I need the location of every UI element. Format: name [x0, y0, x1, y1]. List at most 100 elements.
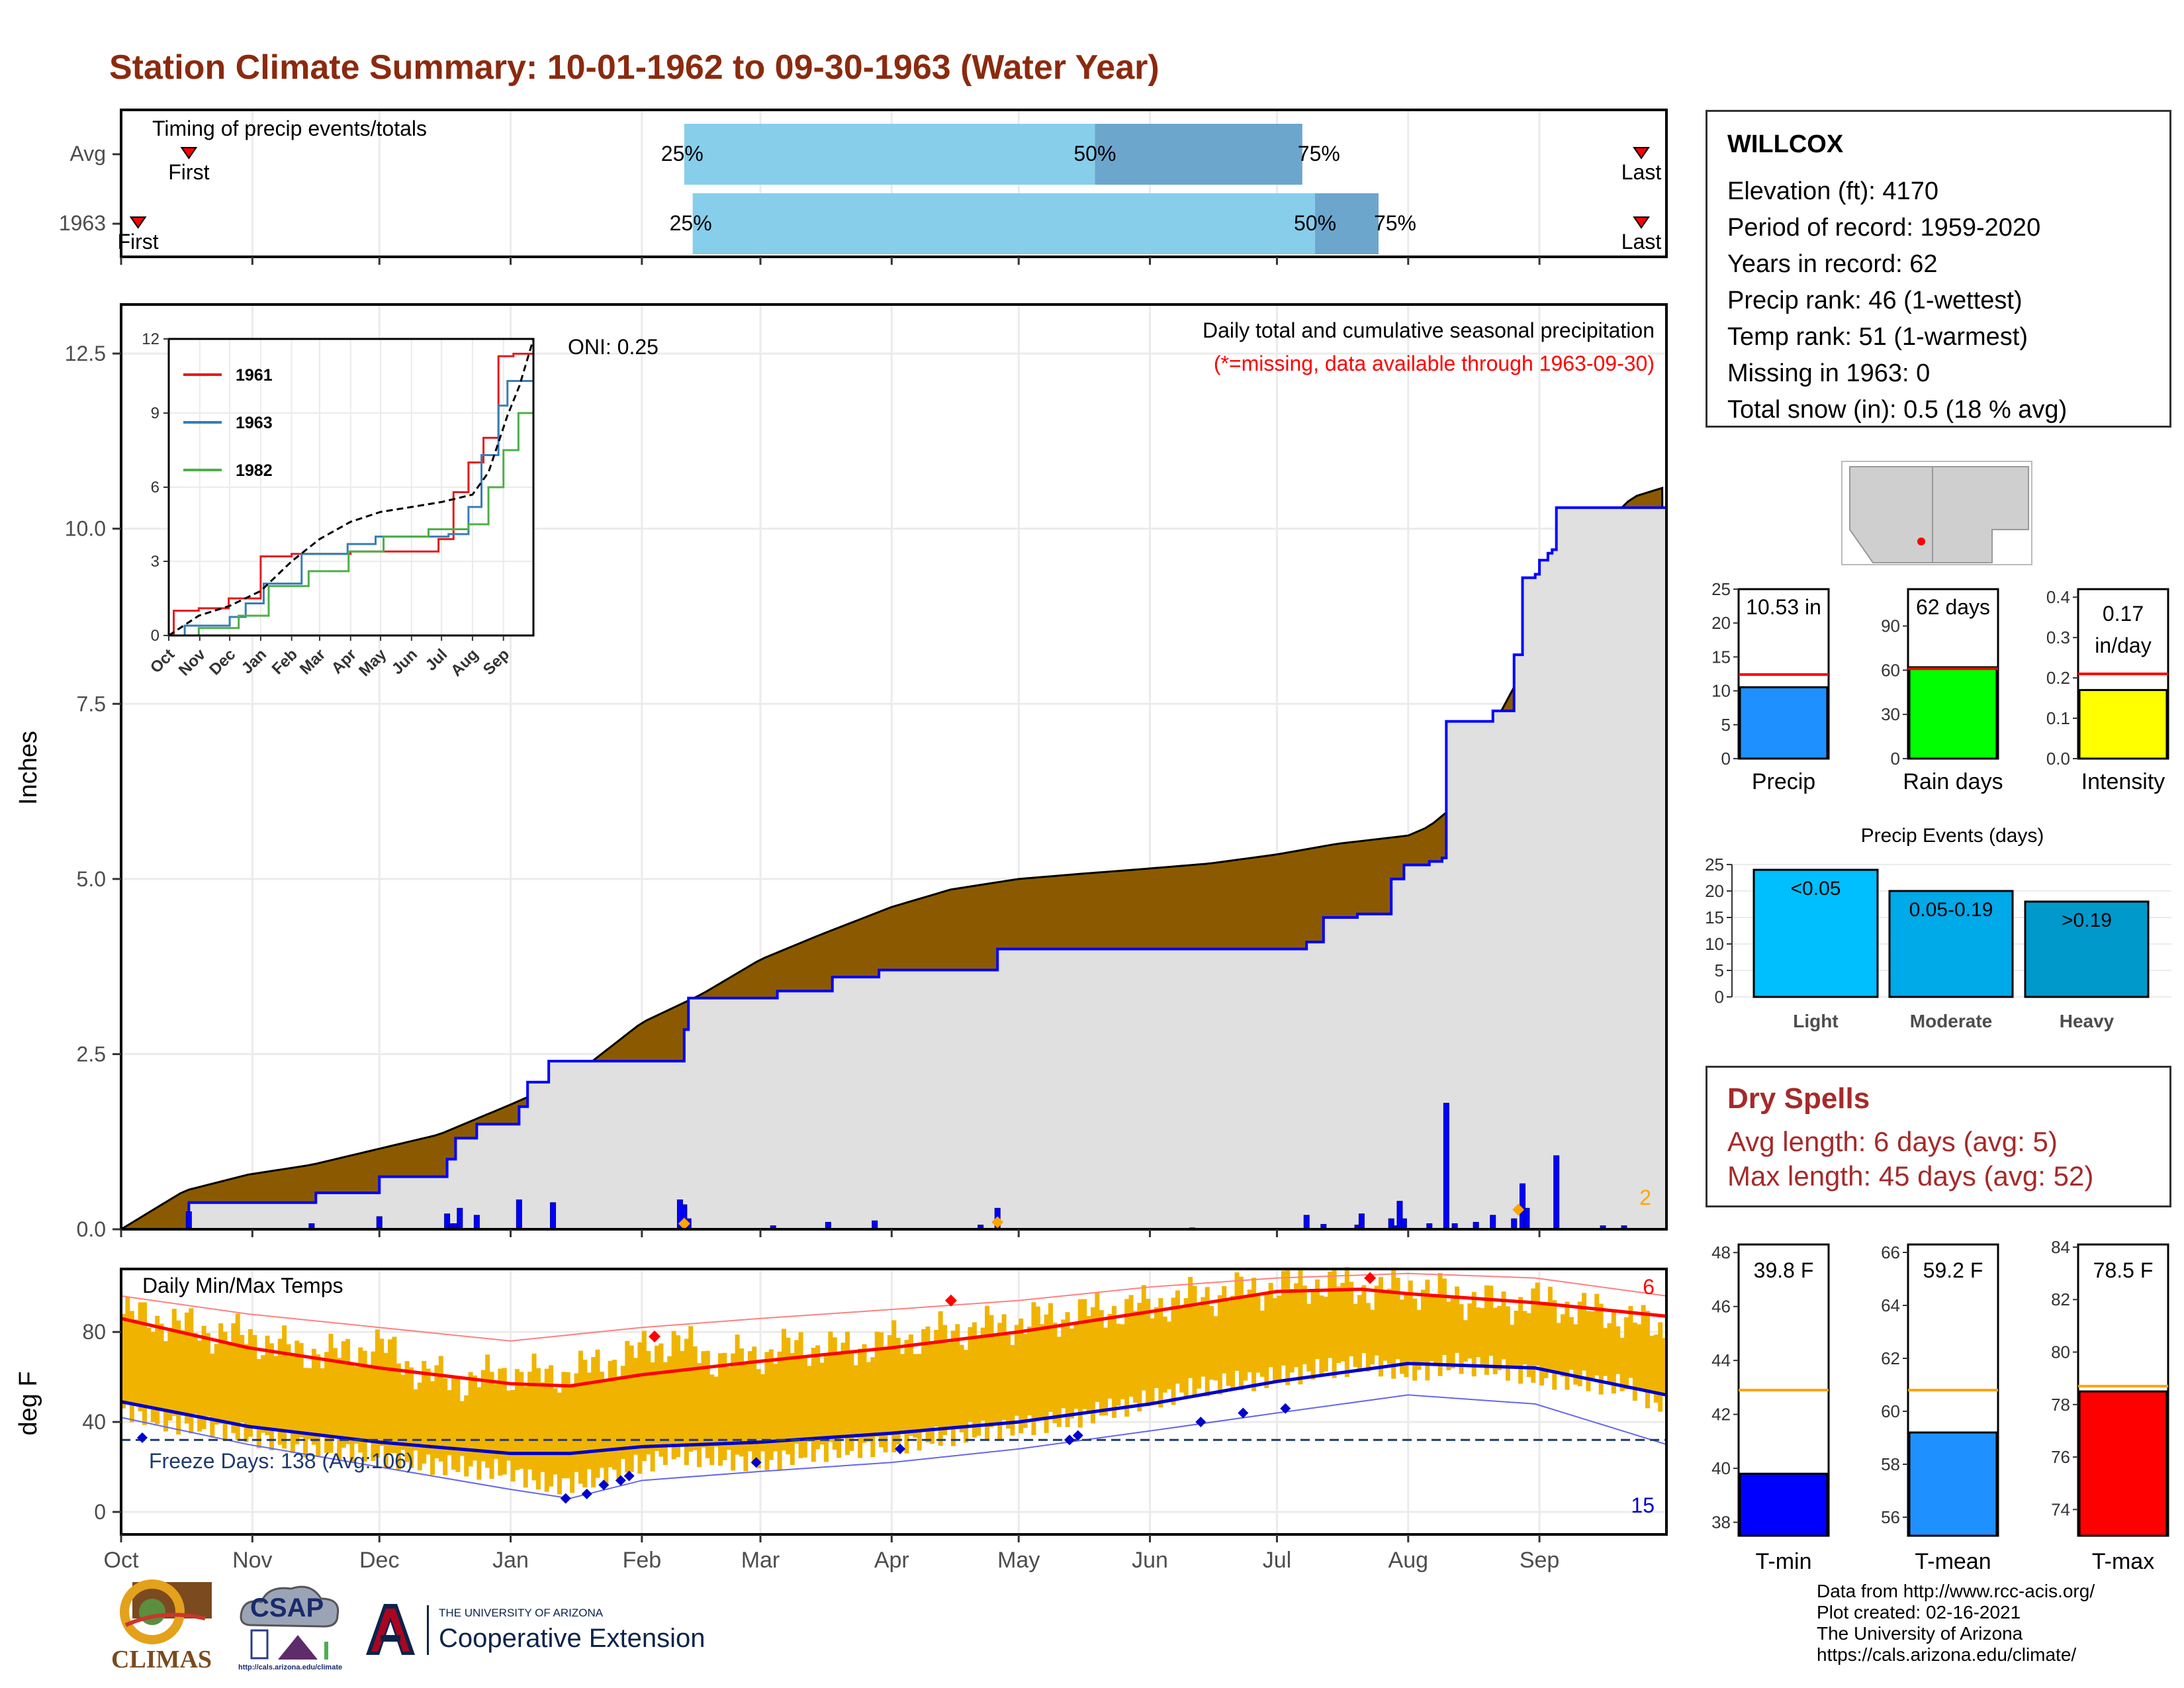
month-tick-label: Mar — [741, 1548, 780, 1573]
precip-bar-y-tick-label: 0.2 — [2046, 668, 2070, 688]
temp-range-bar — [667, 1356, 672, 1444]
temp-range-bar — [303, 1368, 308, 1458]
temp-range-bar — [582, 1360, 588, 1488]
temp-range-bar — [535, 1368, 541, 1490]
temp-range-bar — [1230, 1295, 1236, 1389]
temp-range-bar — [1349, 1282, 1354, 1356]
temp-range-bar — [1361, 1285, 1367, 1354]
timing-label-50: 50% — [1294, 211, 1336, 235]
precip-events-y-tick-label: 5 — [1715, 961, 1724, 980]
temp-range-bar — [739, 1348, 744, 1457]
temp-range-bar — [477, 1387, 482, 1480]
temp-range-bar — [731, 1353, 736, 1471]
temp-range-bar — [1171, 1297, 1176, 1405]
temp-bar — [1908, 1431, 1998, 1537]
temp-range-bar — [1116, 1323, 1121, 1406]
temp-range-bar — [282, 1325, 287, 1449]
precip-events-category: Heavy — [2060, 1011, 2115, 1031]
daily-precip-bar — [376, 1216, 383, 1230]
temp-range-bar — [900, 1354, 905, 1434]
temp-range-bar — [125, 1296, 130, 1402]
temp-range-bar — [1459, 1304, 1464, 1374]
temp-range-bar — [1590, 1311, 1595, 1381]
temp-range-bar — [1383, 1293, 1388, 1361]
temp-range-bar — [468, 1372, 473, 1467]
temp-bar-y-tick-label: 46 — [1711, 1297, 1731, 1317]
temp-range-bar — [396, 1363, 401, 1470]
temp-range-bar — [447, 1390, 452, 1456]
temp-range-bar — [1463, 1320, 1468, 1362]
intensity-bar-value: 0.17 — [2103, 602, 2144, 626]
record-low-marker — [581, 1488, 592, 1499]
station-line-period: Period of record: 1959-2020 — [1727, 214, 2041, 242]
temp-range-bar — [1001, 1314, 1007, 1421]
temp-range-bar — [1023, 1334, 1028, 1429]
temp-range-bar — [917, 1354, 922, 1451]
timing-label-last: Last — [1621, 230, 1662, 254]
temp-range-bar — [540, 1382, 545, 1472]
dry-spells-avg: Avg length: 6 days (avg: 5) — [1727, 1126, 2058, 1157]
credit-plot-created: Plot created: 02-16-2021 — [1817, 1602, 2021, 1622]
temp-range-bar — [790, 1352, 795, 1466]
temp-range-bar — [519, 1372, 524, 1469]
temp-range-bar — [883, 1347, 888, 1453]
daily-precip-bar — [1443, 1103, 1449, 1230]
temp-range-bar — [400, 1374, 406, 1450]
temp-range-bar — [1441, 1278, 1447, 1355]
station-line-temp-rank: Temp rank: 51 (1-warmest) — [1727, 323, 2028, 351]
temp-range-bar — [968, 1327, 973, 1422]
temp-range-bar — [870, 1357, 876, 1458]
timing-label-first: First — [117, 230, 158, 254]
temp-range-bar — [210, 1353, 215, 1438]
temp-range-bar — [976, 1337, 981, 1436]
temp-range-bar — [1353, 1303, 1358, 1367]
temp-range-bar — [341, 1341, 346, 1448]
temp-range-bar — [1281, 1270, 1286, 1366]
temp-range-bar — [1201, 1297, 1206, 1377]
temp-range-bar — [1247, 1289, 1252, 1373]
temp-range-bar — [934, 1330, 939, 1427]
temp-range-bar — [1492, 1307, 1498, 1375]
temp-range-bar — [1561, 1314, 1566, 1377]
temp-range-bar — [1535, 1282, 1540, 1366]
temp-range-bar — [1124, 1299, 1130, 1417]
temp-range-bar — [1628, 1305, 1633, 1378]
csap-logo: CSAP http://cals.arizona.edu/climate — [232, 1579, 351, 1678]
temp-range-bar — [324, 1352, 330, 1453]
temp-bar-y-tick-label: 42 — [1711, 1405, 1731, 1425]
temp-range-bar — [879, 1332, 884, 1448]
temp-range-bar — [1522, 1311, 1527, 1364]
temp-range-bar — [367, 1366, 372, 1443]
precip-events-bar-label: 0.05-0.19 — [1909, 899, 1993, 921]
inset-y-tick-label: 12 — [142, 330, 159, 348]
temp-range-bar — [498, 1368, 503, 1476]
temp-range-bar — [159, 1323, 164, 1410]
temp-range-bar — [155, 1315, 160, 1425]
temp-range-bar — [459, 1401, 465, 1456]
temp-range-bar — [1619, 1337, 1625, 1391]
record-low-marker — [1064, 1434, 1075, 1446]
timing-marker-first — [129, 216, 147, 229]
temp-range-bar — [972, 1322, 977, 1438]
inset-series-line — [169, 405, 535, 637]
temp-range-bar — [1167, 1321, 1172, 1389]
ua-a-icon — [366, 1604, 415, 1655]
temp-range-bar — [1137, 1303, 1142, 1412]
record-low-marker — [895, 1443, 906, 1454]
temp-range-bar — [510, 1389, 516, 1482]
temp-range-bar — [985, 1305, 990, 1441]
timing-row-label: Avg — [69, 142, 106, 165]
timing-label-75: 75% — [1374, 211, 1416, 235]
temp-range-bar — [121, 1313, 126, 1409]
temp-range-bar — [1238, 1276, 1244, 1390]
month-tick-label: Dec — [359, 1548, 399, 1573]
temp-bar-y-tick-label: 58 — [1881, 1454, 1900, 1474]
temp-range-bar — [1310, 1290, 1316, 1380]
month-tick-label: Sep — [1520, 1548, 1560, 1573]
record-low-marker — [615, 1475, 626, 1486]
temp-range-bar — [371, 1351, 376, 1461]
temp-range-bar — [129, 1311, 134, 1423]
temp-range-bar — [692, 1346, 698, 1450]
precip-y-tick-label: 7.5 — [77, 692, 106, 716]
